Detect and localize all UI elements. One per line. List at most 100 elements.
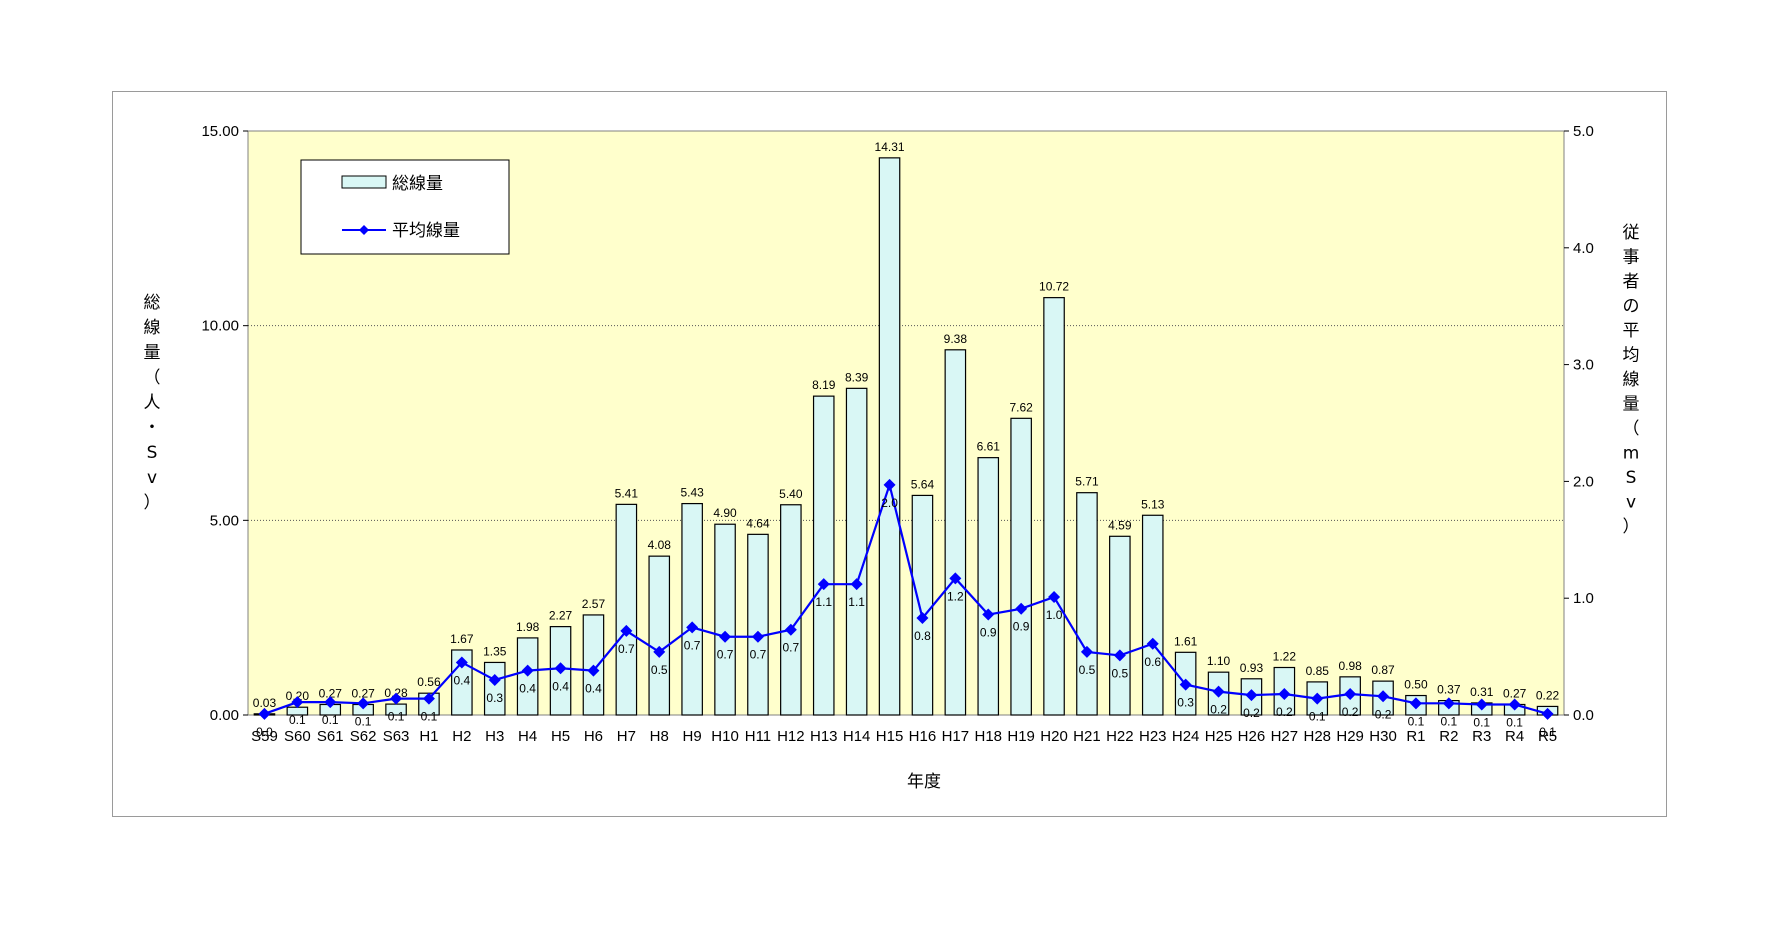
- line-point: [390, 692, 403, 705]
- line-point: [686, 621, 699, 634]
- x-tick-label: R2: [1439, 728, 1458, 745]
- line-point: [521, 664, 534, 677]
- x-tick-label: H24: [1172, 728, 1200, 745]
- bar: [780, 504, 802, 716]
- line-data-label: 0.1: [1441, 714, 1458, 728]
- bar-data-label: 4.59: [1108, 518, 1132, 532]
- y-left-title-char: ・: [144, 418, 161, 438]
- bar-data-label: 4.08: [648, 538, 672, 552]
- line-point: [620, 624, 633, 637]
- line-point: [982, 608, 995, 621]
- x-tick-label: H6: [584, 728, 603, 745]
- line-point: [1179, 678, 1192, 691]
- bar: [681, 502, 703, 716]
- line-point: [850, 578, 863, 591]
- bar: [747, 533, 769, 716]
- bar: [812, 395, 835, 716]
- line-data-label: 0.8: [914, 629, 931, 643]
- y-axis-right: 0.0 1.0 2.0 3.0 4.0 5.0: [1564, 123, 1594, 724]
- line-point: [1508, 698, 1521, 711]
- bar-data-label: 2.27: [549, 609, 573, 623]
- x-tick-label: H7: [617, 728, 636, 745]
- line-data-label: 0.7: [717, 648, 734, 662]
- line-data-label: 0.7: [618, 642, 635, 656]
- x-tick-label: H1: [419, 728, 438, 745]
- x-tick-label: H22: [1106, 728, 1134, 745]
- line-point: [883, 478, 896, 491]
- x-axis: S59 S60 S61 S62 S63 H1 H2 H3 H4 H5 H6 H7 H8 H9 H10 H11 H…: [251, 728, 1557, 745]
- bar-data-label: 0.56: [417, 675, 441, 689]
- x-tick-label: H4: [518, 728, 537, 745]
- line-path: [264, 480, 1548, 715]
- bar: [977, 457, 1000, 716]
- grid-lines: [248, 325, 1564, 521]
- x-tick-label: H13: [810, 728, 838, 745]
- bar-data-label: 9.38: [944, 332, 968, 346]
- line-point: [422, 692, 435, 705]
- line-point: [455, 656, 468, 669]
- line-data-label: 0.4: [519, 682, 536, 696]
- bar-data-label: 0.22: [1536, 688, 1560, 702]
- bar: [1043, 297, 1065, 716]
- line-point: [1146, 637, 1159, 650]
- bar-data-label: 5.43: [680, 486, 704, 500]
- x-tick-label: R3: [1472, 728, 1491, 745]
- bar-data-label: 0.37: [1437, 683, 1461, 697]
- line-point: [587, 664, 600, 677]
- x-tick-label: H26: [1238, 728, 1266, 745]
- bar: [483, 661, 506, 716]
- line-data-label: 0.1: [421, 710, 438, 724]
- line-point: [653, 645, 666, 658]
- y-right-title-char: 従: [1623, 223, 1640, 243]
- y-right-title-char: m: [1623, 444, 1640, 464]
- x-tick-label: H23: [1139, 728, 1167, 745]
- x-tick-label: H2: [452, 728, 471, 745]
- bar-data-label: 10.72: [1039, 280, 1069, 294]
- y-left-title-char: 線: [144, 318, 161, 338]
- x-tick-label: H17: [942, 728, 970, 745]
- line-point: [1245, 689, 1258, 702]
- y-right-tick-label: 0.0: [1573, 707, 1594, 724]
- line-point: [751, 630, 764, 643]
- line-data-label: 0.2: [1276, 705, 1293, 719]
- bar-data-label: 0.20: [286, 689, 310, 703]
- line-data-label: 0.5: [1079, 663, 1096, 677]
- bar-data-label: 7.62: [1009, 400, 1033, 414]
- y-right-tick-label: 1.0: [1573, 590, 1594, 607]
- x-tick-label: H16: [909, 728, 937, 745]
- line-point: [554, 662, 567, 675]
- x-tick-label: H27: [1271, 728, 1299, 745]
- line-data-label: 0.4: [454, 673, 471, 687]
- line-point: [1344, 687, 1357, 700]
- line-data-label: 0.7: [750, 648, 767, 662]
- line-data-label: 0.1: [289, 713, 306, 727]
- bar: [845, 387, 868, 716]
- line-point: [1311, 692, 1324, 705]
- x-tick-label: H18: [974, 728, 1002, 745]
- bar-data-label: 0.03: [253, 696, 277, 710]
- line-point: [1409, 697, 1422, 710]
- line-data-label: 0.1: [1506, 715, 1523, 729]
- x-tick-label: S63: [383, 728, 410, 745]
- x-tick-label: R4: [1505, 728, 1524, 745]
- line-data-label: 1.2: [947, 589, 964, 603]
- line-data-label: 0.9: [980, 626, 997, 640]
- line-data-label: 0.9: [1013, 620, 1030, 634]
- y-left-title-char: 人: [144, 393, 161, 413]
- bar-data-label: 8.19: [812, 378, 836, 392]
- bar-data-label: 1.67: [450, 632, 474, 646]
- line-data-label: 0.2: [1243, 706, 1260, 720]
- bar: [1141, 514, 1164, 716]
- y-left-tick-label: 5.00: [210, 512, 239, 529]
- x-axis-title: 年度: [907, 772, 941, 792]
- line-point: [357, 697, 370, 710]
- y-right-title-char: （: [1623, 419, 1640, 439]
- line-data-label: 0.1: [322, 713, 339, 727]
- y-right-title-char: 量: [1623, 395, 1640, 415]
- y-right-tick-label: 4.0: [1573, 240, 1594, 257]
- legend: 総線量 平均線量: [300, 159, 510, 255]
- line-point: [949, 572, 962, 585]
- line-point: [916, 612, 929, 625]
- legend-line-marker: [359, 225, 369, 235]
